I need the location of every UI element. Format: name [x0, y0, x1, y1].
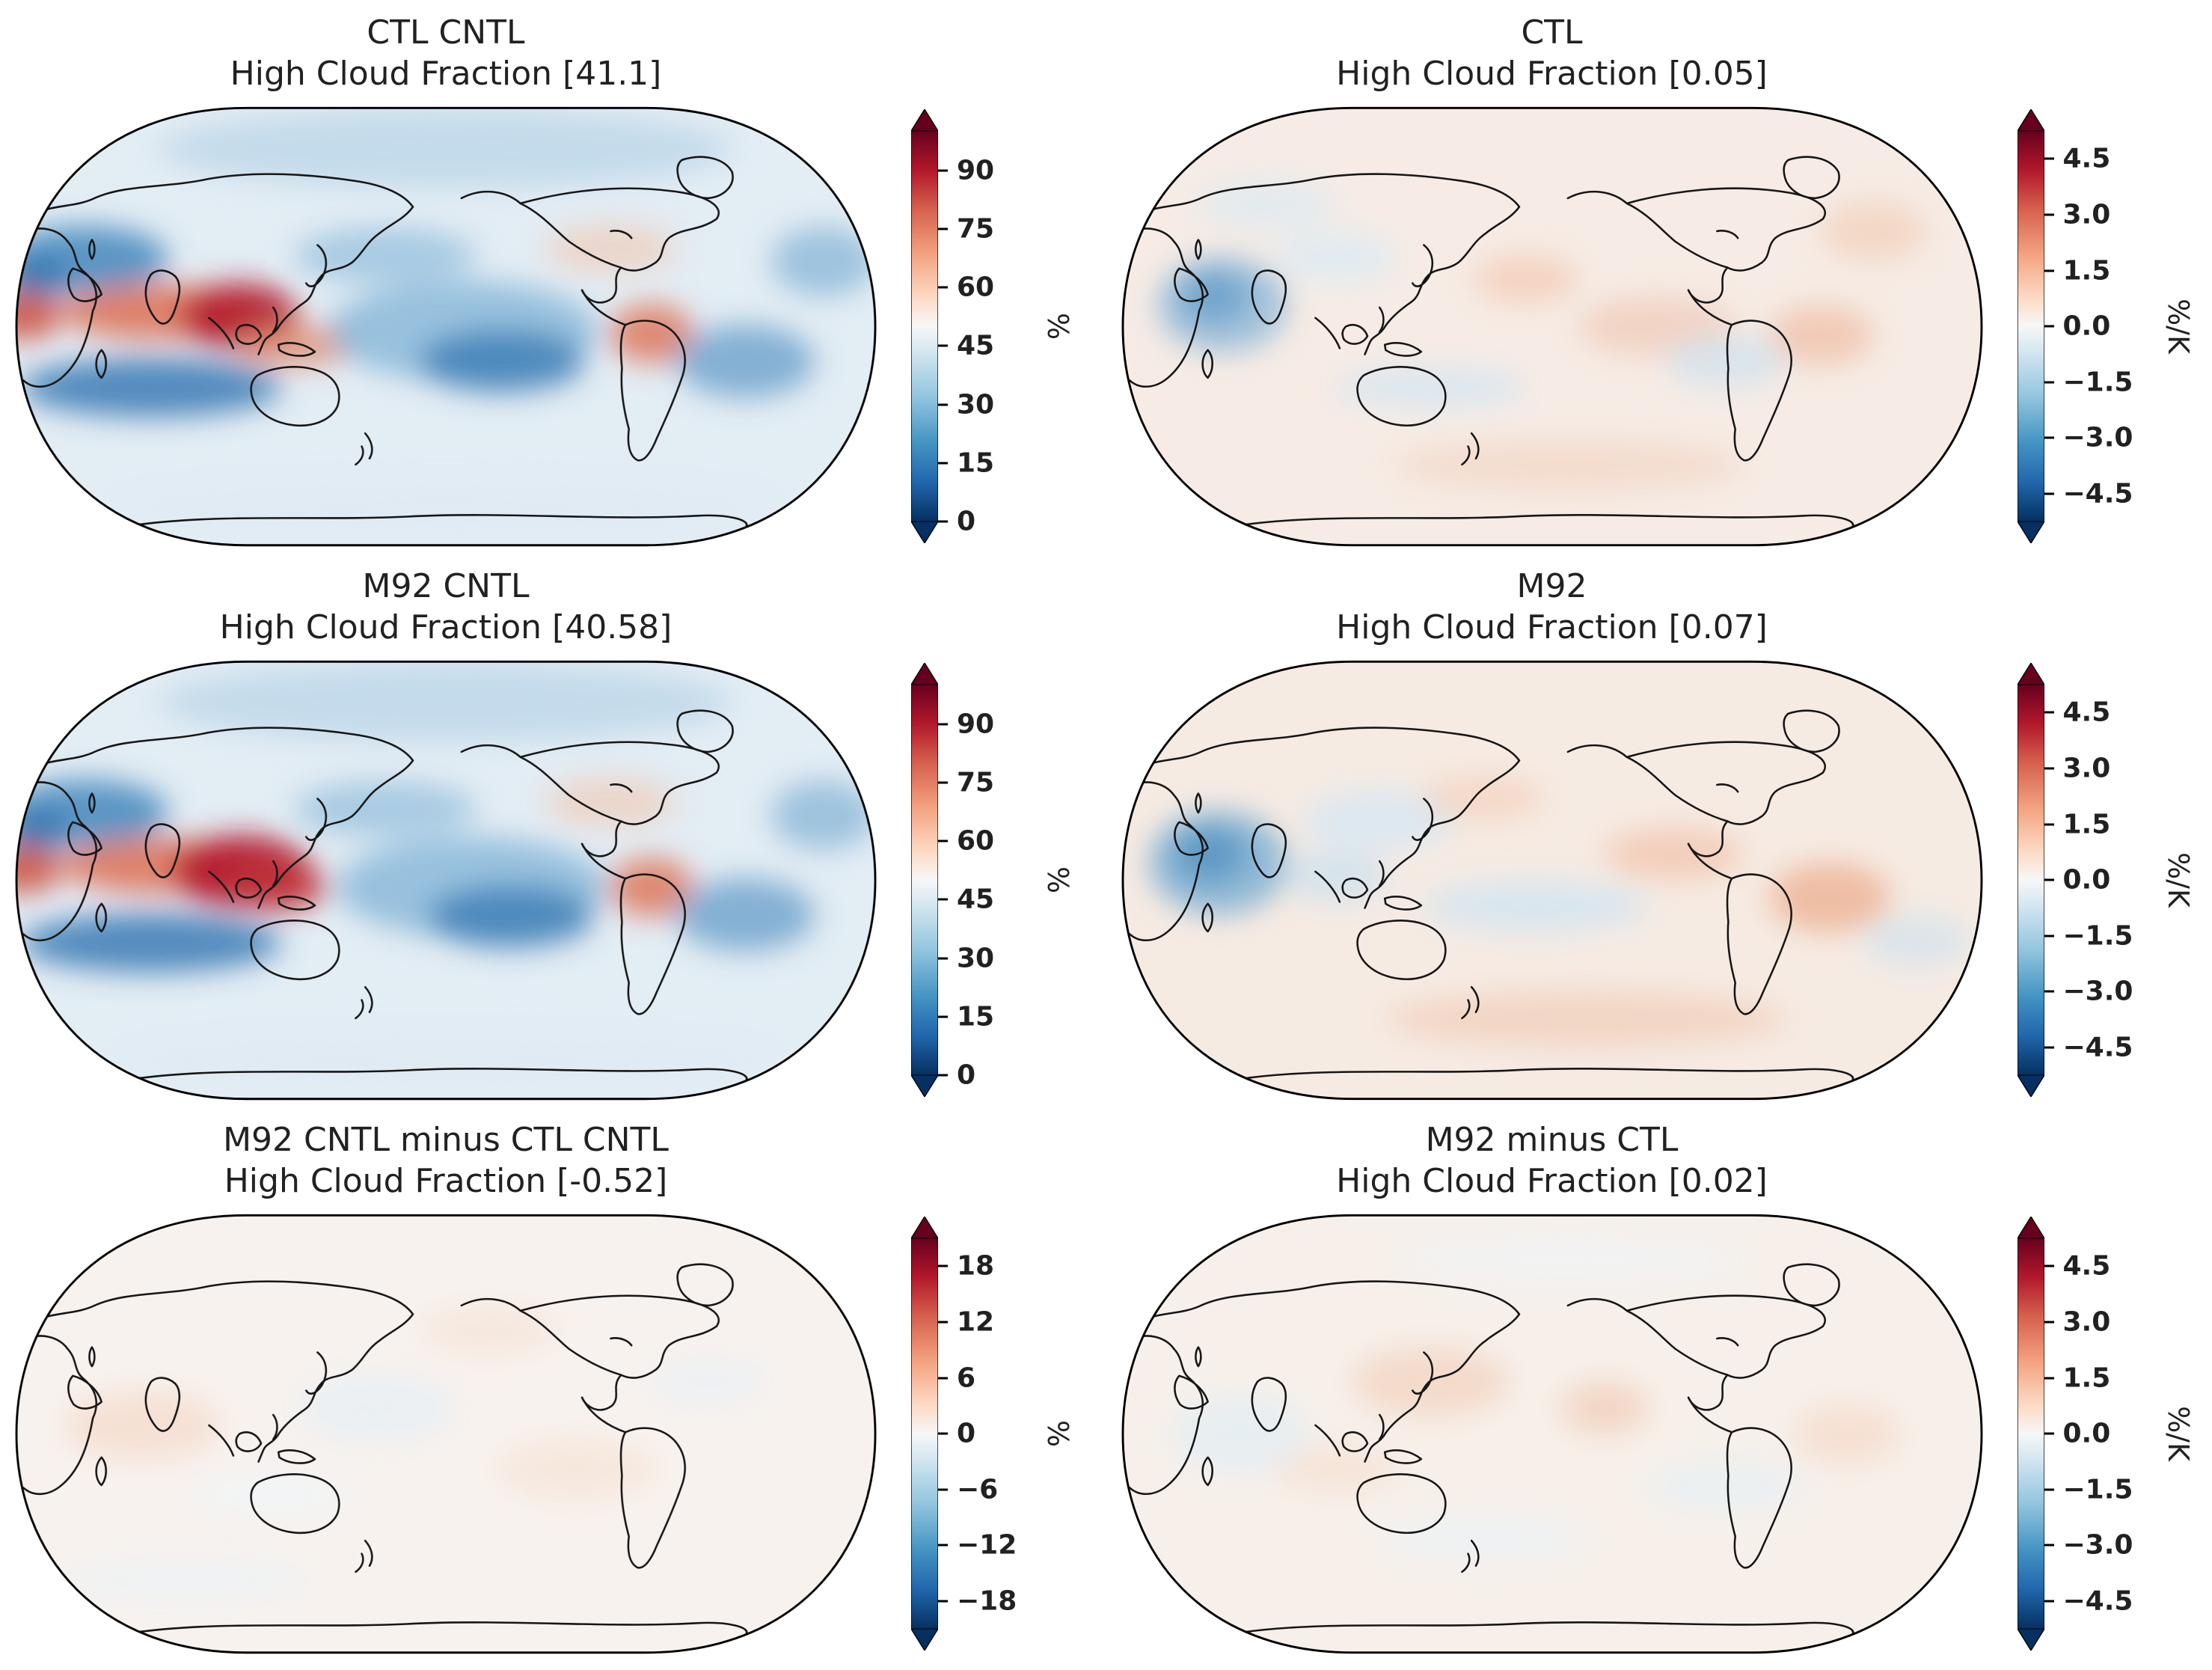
- colorbar-tick: 3.0: [2044, 1307, 2110, 1338]
- colorbar-tick: 90: [938, 155, 994, 186]
- colorbar-tick: −4.5: [2044, 1586, 2133, 1617]
- colorbar-tick: 0: [938, 1060, 975, 1091]
- colorbar-unit-label: %/K: [2161, 1406, 2195, 1462]
- panel-title: CTL CNTL High Cloud Fraction [41.1]: [12, 12, 880, 95]
- colorbar-tick: 3.0: [2044, 753, 2110, 784]
- colorbar-gradient: [911, 663, 938, 1098]
- world-map: [15, 106, 877, 547]
- panel-title-line1: CTL CNTL: [367, 13, 525, 52]
- panel-ctl: CTL High Cloud Fraction [0.05]: [1106, 9, 2212, 563]
- world-map: [15, 1214, 877, 1654]
- panel-title-line1: M92: [1516, 567, 1587, 605]
- colorbar-ticks: 90 75 60 45 30 15 0: [938, 109, 1035, 543]
- colorbar: 4.5 3.0 1.5 0.0 −1.5 −3.0 −4.5 %/K: [2017, 109, 2194, 544]
- colorbar-gradient: [2017, 109, 2044, 544]
- panel-title: CTL High Cloud Fraction [0.05]: [1118, 12, 1986, 95]
- colorbar: 90 75 60 45 30 15 0 %: [911, 663, 1076, 1098]
- world-map: [15, 660, 877, 1101]
- colorbar-unit-label: %/K: [2161, 852, 2195, 908]
- colorbar-unit-label: %/K: [2161, 299, 2195, 355]
- colorbar-gradient: [911, 109, 938, 544]
- colorbar-tick: 0.0: [2044, 865, 2110, 896]
- colorbar-tick: 1.5: [2044, 809, 2110, 839]
- colorbar-tick: 1.5: [2044, 1362, 2110, 1393]
- panel-m92-cntl: M92 CNTL High Cloud Fraction [40.58]: [0, 563, 1106, 1116]
- colorbar: 4.5 3.0 1.5 0.0 −1.5 −3.0 −4.5 %/K: [2017, 1217, 2194, 1651]
- panel-title-line2: High Cloud Fraction [-0.52]: [224, 1162, 668, 1201]
- colorbar-unit-label: %: [1041, 313, 1075, 340]
- colorbar-gradient: [911, 1217, 938, 1651]
- colorbar-tick: −1.5: [2044, 367, 2133, 398]
- colorbar-tick: 12: [938, 1307, 994, 1338]
- colorbar: 4.5 3.0 1.5 0.0 −1.5 −3.0 −4.5 %/K: [2017, 663, 2194, 1098]
- colorbar-tick: −6: [938, 1475, 998, 1505]
- colorbar-tick: 4.5: [2044, 697, 2110, 728]
- colorbar-tick: −4.5: [2044, 479, 2133, 510]
- panel-title: M92 CNTL High Cloud Fraction [40.58]: [12, 566, 880, 649]
- colorbar-tick: −1.5: [2044, 921, 2133, 952]
- panel-title-line1: M92 CNTL: [362, 567, 530, 605]
- colorbar-tick: 30: [938, 389, 994, 420]
- colorbar-tick: 75: [938, 767, 994, 798]
- colorbar-tick: 60: [938, 272, 994, 303]
- world-map: [1121, 106, 1982, 547]
- colorbar-ticks: 4.5 3.0 1.5 0.0 −1.5 −3.0 −4.5: [2044, 663, 2142, 1097]
- colorbar-tick: 0: [938, 507, 975, 537]
- colorbar-tick: −12: [938, 1530, 1017, 1561]
- colorbar-ticks: 18 12 6 0 −6 −12 −18: [938, 1217, 1035, 1651]
- colorbar: 90 75 60 45 30 15 0 %: [911, 109, 1076, 544]
- panel-m92: M92 High Cloud Fraction [0.07]: [1106, 563, 2212, 1116]
- colorbar-gradient: [2017, 663, 2044, 1098]
- colorbar-gradient: [2017, 1217, 2044, 1651]
- colorbar-tick: −4.5: [2044, 1033, 2133, 1063]
- colorbar-ticks: 4.5 3.0 1.5 0.0 −1.5 −3.0 −4.5: [2044, 1217, 2142, 1651]
- colorbar-tick: 45: [938, 884, 994, 915]
- world-map: [1121, 1214, 1982, 1654]
- panel-title-line2: High Cloud Fraction [41.1]: [230, 55, 662, 94]
- colorbar-tick: 90: [938, 709, 994, 739]
- colorbar-tick: −18: [938, 1586, 1017, 1617]
- colorbar-tick: 4.5: [2044, 144, 2110, 174]
- panel-m92-minus-ctl: M92 minus CTL High Cloud Fraction [0.02]: [1106, 1116, 2212, 1670]
- colorbar-tick: 3.0: [2044, 200, 2110, 230]
- colorbar-tick: −1.5: [2044, 1475, 2133, 1505]
- colorbar-ticks: 4.5 3.0 1.5 0.0 −1.5 −3.0 −4.5: [2044, 109, 2142, 543]
- colorbar-tick: −3.0: [2044, 976, 2133, 1007]
- panel-title-line1: CTL: [1521, 13, 1583, 52]
- colorbar-tick: 18: [938, 1251, 994, 1282]
- colorbar-tick: −3.0: [2044, 1530, 2133, 1561]
- world-map: [1121, 660, 1982, 1101]
- panel-title-line2: High Cloud Fraction [40.58]: [219, 608, 673, 647]
- colorbar-tick: 0: [938, 1419, 975, 1449]
- panel-m92-cntl-minus-ctl-cntl: M92 CNTL minus CTL CNTL High Cloud Fract…: [0, 1116, 1106, 1670]
- colorbar-tick: 4.5: [2044, 1251, 2110, 1282]
- panel-title-line2: High Cloud Fraction [0.05]: [1336, 55, 1768, 94]
- panel-title-line1: M92 minus CTL: [1425, 1121, 1679, 1159]
- panel-title: M92 minus CTL High Cloud Fraction [0.02]: [1118, 1119, 1986, 1202]
- colorbar-tick: 0.0: [2044, 1419, 2110, 1449]
- colorbar-tick: 15: [938, 448, 994, 479]
- colorbar-tick: 30: [938, 943, 994, 973]
- panel-title-line2: High Cloud Fraction [0.07]: [1336, 608, 1768, 647]
- colorbar-tick: 0.0: [2044, 311, 2110, 342]
- colorbar-tick: 45: [938, 331, 994, 361]
- colorbar-tick: 15: [938, 1002, 994, 1033]
- colorbar-tick: 1.5: [2044, 255, 2110, 286]
- panel-title: M92 CNTL minus CTL CNTL High Cloud Fract…: [12, 1119, 880, 1202]
- panel-title: M92 High Cloud Fraction [0.07]: [1118, 566, 1986, 649]
- colorbar: 18 12 6 0 −6 −12 −18 %: [911, 1217, 1076, 1651]
- panel-title-line1: M92 CNTL minus CTL CNTL: [223, 1121, 669, 1159]
- panel-ctl-cntl: CTL CNTL High Cloud Fraction [41.1]: [0, 9, 1106, 563]
- colorbar-tick: 6: [938, 1362, 975, 1393]
- colorbar-unit-label: %: [1041, 1420, 1075, 1448]
- panel-title-line2: High Cloud Fraction [0.02]: [1336, 1162, 1768, 1201]
- colorbar-tick: −3.0: [2044, 423, 2133, 453]
- colorbar-ticks: 90 75 60 45 30 15 0: [938, 663, 1035, 1097]
- colorbar-tick: 75: [938, 213, 994, 244]
- colorbar-tick: 60: [938, 826, 994, 857]
- colorbar-unit-label: %: [1041, 866, 1075, 894]
